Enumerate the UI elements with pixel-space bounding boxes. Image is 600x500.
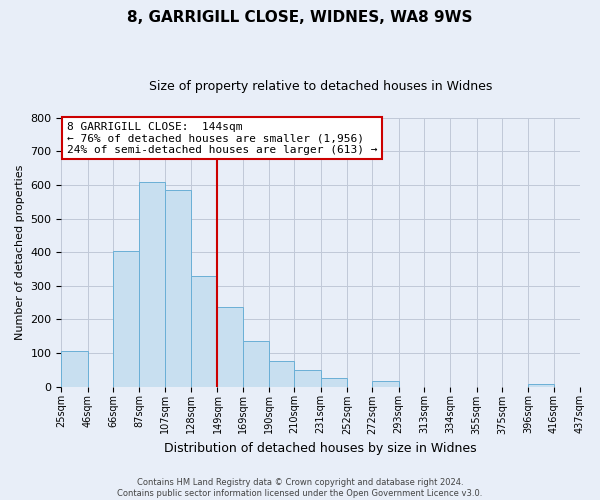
Bar bbox=[191, 276, 217, 386]
Bar bbox=[242, 341, 269, 386]
Text: Contains HM Land Registry data © Crown copyright and database right 2024.
Contai: Contains HM Land Registry data © Crown c… bbox=[118, 478, 482, 498]
Bar bbox=[373, 382, 399, 386]
Bar bbox=[529, 384, 554, 386]
X-axis label: Distribution of detached houses by size in Widnes: Distribution of detached houses by size … bbox=[164, 442, 477, 455]
Bar bbox=[61, 352, 88, 386]
Bar bbox=[217, 307, 242, 386]
Bar bbox=[139, 182, 164, 386]
Text: 8, GARRIGILL CLOSE, WIDNES, WA8 9WS: 8, GARRIGILL CLOSE, WIDNES, WA8 9WS bbox=[127, 10, 473, 25]
Bar bbox=[321, 378, 347, 386]
Bar bbox=[164, 190, 191, 386]
Title: Size of property relative to detached houses in Widnes: Size of property relative to detached ho… bbox=[149, 80, 493, 93]
Bar bbox=[294, 370, 321, 386]
Y-axis label: Number of detached properties: Number of detached properties bbox=[15, 164, 25, 340]
Bar bbox=[113, 251, 139, 386]
Text: 8 GARRIGILL CLOSE:  144sqm
← 76% of detached houses are smaller (1,956)
24% of s: 8 GARRIGILL CLOSE: 144sqm ← 76% of detac… bbox=[67, 122, 377, 155]
Bar bbox=[269, 362, 294, 386]
